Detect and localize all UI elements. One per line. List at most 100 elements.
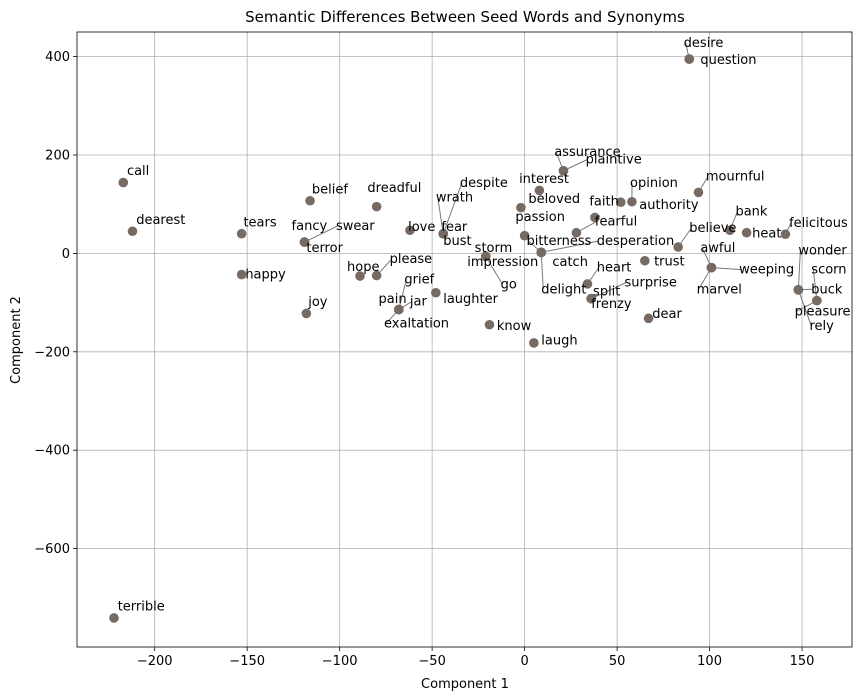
data-point [741,227,752,238]
data-point [127,226,138,237]
data-point [405,225,415,236]
leader-line [437,197,444,234]
data-point [558,165,569,176]
leader-line [485,256,503,285]
y-axis-label: Component 2 [9,296,24,384]
point-label: go [501,277,517,292]
point-label: exaltation [384,317,449,332]
point-label: impression [467,255,538,270]
data-point [519,230,530,241]
data-point [484,319,495,330]
data-point [371,270,382,281]
data-point [118,177,129,188]
point-label: opinion [630,176,678,191]
point-label: authority [639,198,699,213]
point-label: terrible [118,600,165,615]
point-label: despite [460,176,508,191]
leader-line [304,225,339,243]
grid [77,32,852,647]
point-label: interest [519,172,569,187]
point-label: joy [307,295,328,310]
y-tick-label: −200 [34,345,70,360]
data-point [586,293,597,304]
x-tick-label: 150 [790,654,815,669]
data-point [812,295,822,306]
point-label: weeping [739,263,794,278]
point-label: desire [684,36,724,51]
point-label: buck [811,282,843,297]
data-point [706,262,717,273]
x-tick-label: 50 [609,654,626,669]
data-point [793,285,804,295]
data-point [236,269,247,280]
leader-line [442,182,463,234]
point-label: dear [652,307,682,322]
data-point [438,228,449,239]
data-point [480,251,491,262]
data-point [582,279,593,289]
point-label: hope [347,260,379,275]
data-point [516,202,526,213]
point-label: marvel [697,282,742,297]
point-label: tears [243,215,276,230]
data-point [236,228,247,239]
leader-line [797,250,801,290]
point-label: catch [552,255,588,270]
leader-line [590,281,627,300]
leader-line [398,279,407,310]
point-label: felicitous [789,216,848,231]
x-tick-label: 0 [520,654,528,669]
x-tick-label: −100 [322,654,358,669]
point-label: bitterness [526,234,591,249]
point-label: terror [306,241,343,256]
point-label: awful [700,241,735,256]
point-label: mournful [706,170,765,185]
leader-line [711,267,742,271]
point-label: beloved [528,192,580,207]
point-label: pain [378,292,406,307]
point-label: heat [752,227,781,242]
x-tick-label: 100 [697,654,722,669]
leader-lines [304,42,818,327]
x-tick-label: −200 [137,654,173,669]
x-tick-label: −150 [229,654,265,669]
point-label: grief [404,272,434,287]
point-label: faith [589,195,619,210]
data-point [299,237,310,247]
data-point [673,242,683,252]
point-label: wonder [798,243,847,258]
point-label: wrath [436,191,473,206]
leader-line [797,289,812,327]
point-label: fearful [595,214,637,229]
point-label: please [390,252,433,267]
data-point [301,308,312,319]
data-point [394,304,404,315]
point-label: desperation [597,234,675,249]
data-point [640,255,650,266]
point-label: fear [441,220,468,235]
data-point [355,271,365,281]
y-tick-label: 0 [62,247,70,262]
data-point [529,338,539,348]
data-point [534,185,545,196]
data-point [371,201,382,212]
data-point [643,313,654,324]
point-label: dearest [136,213,185,228]
point-label: assurance [554,145,620,160]
point-label: heart [597,261,632,276]
data-point [305,195,315,206]
y-tick-label: 400 [45,50,70,65]
point-label: split [593,285,620,300]
point-label: passion [515,210,565,225]
point-label: surprise [624,275,676,290]
point-label: plaintive [586,152,642,167]
leader-line [541,240,599,253]
data-point [627,196,637,207]
data-point [571,227,582,238]
y-tick-label: −600 [34,542,70,557]
point-label: dreadful [367,181,421,196]
x-axis-ticks: −200 −150 −100 −50 0 50 100 150 [137,647,815,669]
point-label: pleasure [795,304,851,319]
point-label: laugh [541,333,577,348]
